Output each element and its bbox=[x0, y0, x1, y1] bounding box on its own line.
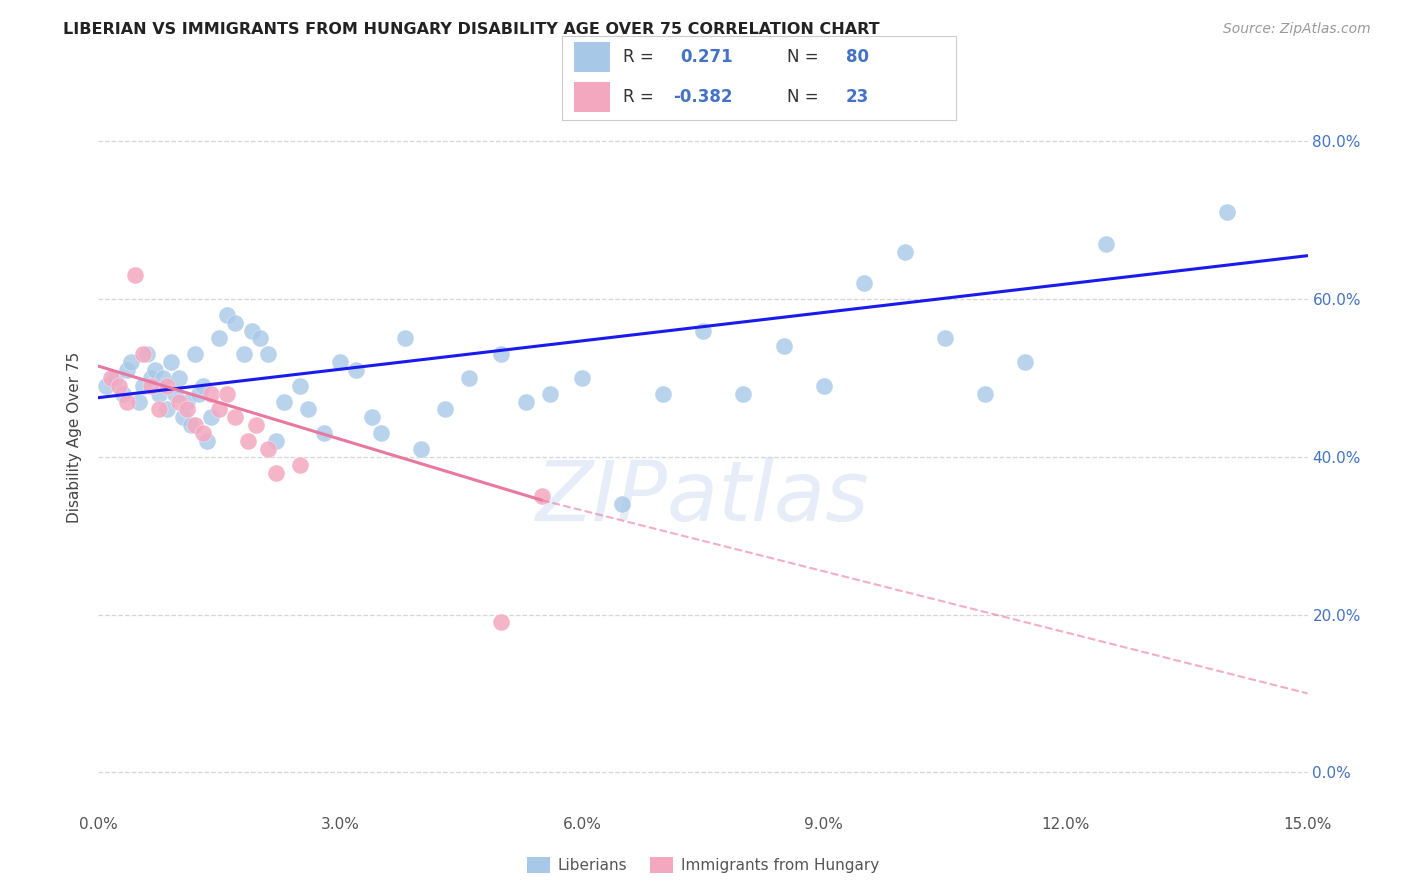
Legend: Liberians, Immigrants from Hungary: Liberians, Immigrants from Hungary bbox=[522, 851, 884, 879]
Point bbox=[329, 355, 352, 369]
Point bbox=[288, 379, 311, 393]
Y-axis label: Disability Age Over 75: Disability Age Over 75 bbox=[67, 351, 83, 523]
Point bbox=[491, 347, 513, 361]
Point bbox=[934, 331, 956, 345]
Text: N =: N = bbox=[787, 48, 818, 66]
Point bbox=[132, 379, 155, 393]
Point bbox=[139, 371, 162, 385]
Point bbox=[184, 418, 207, 433]
Point bbox=[132, 347, 155, 361]
Point bbox=[176, 394, 198, 409]
Text: R =: R = bbox=[623, 48, 654, 66]
FancyBboxPatch shape bbox=[574, 43, 610, 72]
Point bbox=[361, 410, 384, 425]
Point bbox=[163, 386, 186, 401]
Point bbox=[240, 324, 263, 338]
Point bbox=[180, 418, 202, 433]
Text: 0.271: 0.271 bbox=[681, 48, 733, 66]
Point bbox=[772, 339, 794, 353]
Point bbox=[193, 426, 215, 441]
Point bbox=[224, 410, 246, 425]
Point bbox=[100, 371, 122, 385]
Point bbox=[974, 386, 997, 401]
Point bbox=[148, 402, 170, 417]
Point bbox=[394, 331, 416, 345]
Point bbox=[172, 410, 194, 425]
Point bbox=[193, 379, 215, 393]
Point bbox=[264, 466, 287, 480]
Point bbox=[156, 379, 179, 393]
Point bbox=[1095, 236, 1118, 251]
Point bbox=[344, 363, 367, 377]
Point bbox=[288, 458, 311, 472]
Point bbox=[115, 363, 138, 377]
Point bbox=[167, 371, 190, 385]
Point bbox=[156, 402, 179, 417]
Point bbox=[314, 426, 336, 441]
Text: LIBERIAN VS IMMIGRANTS FROM HUNGARY DISABILITY AGE OVER 75 CORRELATION CHART: LIBERIAN VS IMMIGRANTS FROM HUNGARY DISA… bbox=[63, 22, 880, 37]
Point bbox=[434, 402, 457, 417]
Point bbox=[167, 394, 190, 409]
Point bbox=[370, 426, 392, 441]
Point bbox=[184, 347, 207, 361]
Point bbox=[208, 402, 231, 417]
Point bbox=[893, 244, 915, 259]
Point bbox=[1216, 205, 1239, 219]
Point bbox=[249, 331, 271, 345]
Point bbox=[232, 347, 254, 361]
Point bbox=[148, 386, 170, 401]
Point bbox=[236, 434, 259, 448]
Point bbox=[1014, 355, 1036, 369]
Point bbox=[273, 394, 295, 409]
Point bbox=[120, 355, 142, 369]
Point bbox=[692, 324, 714, 338]
Point bbox=[733, 386, 755, 401]
Point bbox=[409, 442, 432, 456]
Text: -0.382: -0.382 bbox=[672, 88, 733, 106]
Point bbox=[217, 386, 239, 401]
Point bbox=[115, 394, 138, 409]
Point bbox=[135, 347, 157, 361]
FancyBboxPatch shape bbox=[574, 82, 610, 112]
Point bbox=[224, 316, 246, 330]
Point bbox=[176, 402, 198, 417]
Point bbox=[515, 394, 537, 409]
Point bbox=[458, 371, 481, 385]
Point bbox=[195, 434, 218, 448]
Text: 23: 23 bbox=[846, 88, 869, 106]
Point bbox=[530, 489, 553, 503]
Point bbox=[143, 363, 166, 377]
Point bbox=[111, 386, 134, 401]
Point bbox=[124, 268, 146, 283]
Point bbox=[152, 371, 174, 385]
Point bbox=[538, 386, 561, 401]
Text: Source: ZipAtlas.com: Source: ZipAtlas.com bbox=[1223, 22, 1371, 37]
Point bbox=[491, 615, 513, 630]
Point bbox=[297, 402, 319, 417]
Point bbox=[200, 410, 222, 425]
Point bbox=[264, 434, 287, 448]
Text: R =: R = bbox=[623, 88, 654, 106]
Point bbox=[200, 386, 222, 401]
Point bbox=[128, 394, 150, 409]
Point bbox=[612, 497, 634, 511]
Text: ZIPatlas: ZIPatlas bbox=[536, 457, 870, 538]
Text: N =: N = bbox=[787, 88, 818, 106]
Point bbox=[160, 355, 183, 369]
Point bbox=[139, 379, 162, 393]
Point bbox=[813, 379, 835, 393]
Point bbox=[571, 371, 593, 385]
Point bbox=[208, 331, 231, 345]
Point bbox=[188, 386, 211, 401]
Point bbox=[217, 308, 239, 322]
Text: 80: 80 bbox=[846, 48, 869, 66]
Point bbox=[651, 386, 673, 401]
Point bbox=[96, 379, 118, 393]
Point bbox=[853, 277, 876, 291]
Point bbox=[256, 442, 278, 456]
Point bbox=[245, 418, 267, 433]
Point bbox=[256, 347, 278, 361]
Point bbox=[103, 371, 125, 385]
Point bbox=[107, 379, 129, 393]
